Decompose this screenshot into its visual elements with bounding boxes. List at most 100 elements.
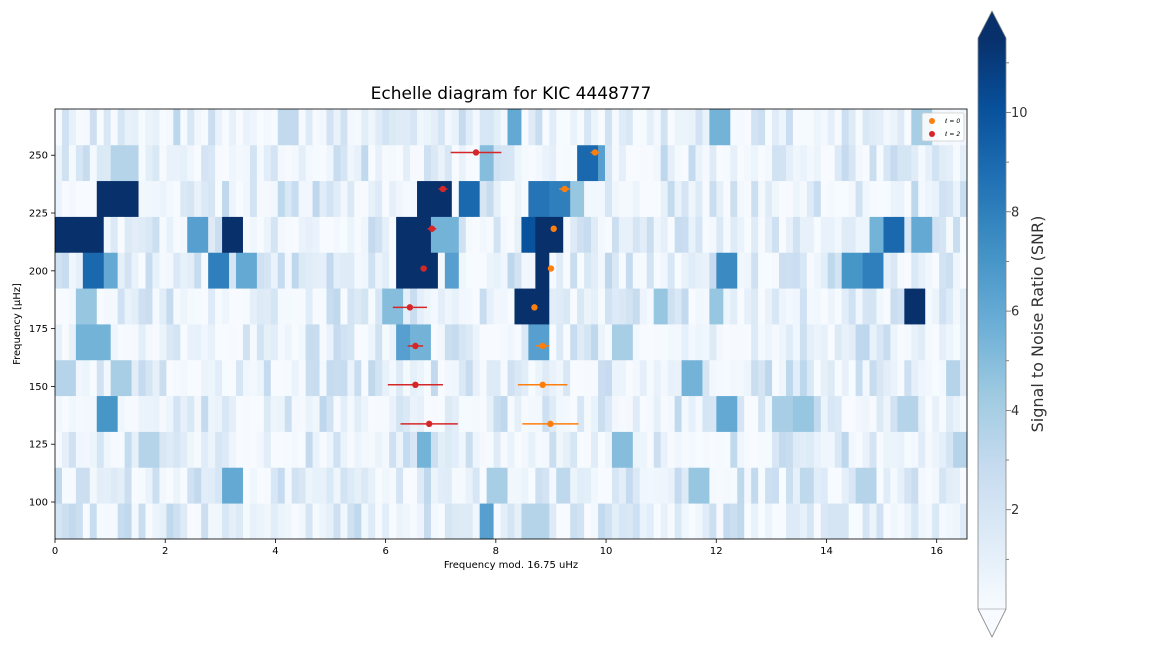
heatmap-cell xyxy=(514,288,522,325)
heatmap-cell xyxy=(632,288,641,325)
heatmap-cell xyxy=(925,395,933,432)
x-tick-label: 10 xyxy=(600,546,613,557)
heatmap-cell xyxy=(563,216,571,253)
heatmap-cell xyxy=(340,109,348,146)
heatmap-cell xyxy=(117,109,126,146)
heatmap-cell xyxy=(507,503,515,540)
heatmap-cell xyxy=(528,324,536,361)
heatmap-cell xyxy=(187,180,195,217)
heatmap-cell xyxy=(932,288,940,325)
heatmap-cell xyxy=(549,109,557,146)
heatmap-cell xyxy=(918,180,926,217)
heatmap-cell xyxy=(493,144,501,182)
heatmap-cell xyxy=(570,144,578,182)
heatmap-cell xyxy=(82,467,91,504)
heatmap-cell xyxy=(848,180,857,217)
heatmap-cell xyxy=(535,109,543,146)
heatmap-cell xyxy=(430,467,439,504)
heatmap-cell xyxy=(953,180,961,217)
heatmap-cell xyxy=(256,324,265,361)
heatmap-cell xyxy=(208,144,216,182)
heatmap-cell xyxy=(236,144,244,182)
heatmap-cell xyxy=(215,109,223,146)
heatmap-cell xyxy=(667,324,675,361)
heatmap-cell xyxy=(897,467,905,504)
heatmap-cell xyxy=(389,288,397,325)
heatmap-cell xyxy=(333,109,341,146)
heatmap-cell xyxy=(625,216,634,253)
heatmap-cell xyxy=(549,216,557,253)
mode-point-l0 xyxy=(561,185,568,193)
heatmap-cell xyxy=(688,144,696,182)
heatmap-cell xyxy=(758,109,766,146)
x-tick-label: 2 xyxy=(162,546,168,557)
heatmap-cell xyxy=(229,324,237,361)
heatmap-cell xyxy=(361,503,369,540)
heatmap-cell xyxy=(208,252,216,289)
heatmap-cell xyxy=(911,359,919,397)
heatmap-cell xyxy=(124,109,132,146)
heatmap-cell xyxy=(166,431,174,468)
heatmap-cell xyxy=(305,431,313,468)
heatmap-cell xyxy=(187,288,195,325)
heatmap-cell xyxy=(208,288,216,325)
heatmap-cell xyxy=(110,144,119,182)
heatmap-cell xyxy=(465,216,474,253)
heatmap-cell xyxy=(792,395,801,432)
heatmap-cell xyxy=(222,431,230,468)
heatmap-cell xyxy=(820,467,829,504)
heatmap-cell xyxy=(396,109,404,146)
heatmap-cell xyxy=(730,324,738,361)
heatmap-cell xyxy=(103,324,112,361)
heatmap-cell xyxy=(960,503,968,540)
heatmap-cell xyxy=(611,252,620,289)
y-tick-label: 175 xyxy=(29,324,48,335)
heatmap-cell xyxy=(298,431,307,468)
heatmap-cell xyxy=(939,144,947,182)
heatmap-cell xyxy=(653,395,662,432)
heatmap-cell xyxy=(159,109,167,146)
heatmap-cell xyxy=(89,324,98,361)
heatmap-cell xyxy=(667,216,675,253)
heatmap-cell xyxy=(792,359,801,397)
heatmap-cell xyxy=(918,467,926,504)
heatmap-cell xyxy=(96,431,105,468)
mode-point-l2 xyxy=(439,185,447,193)
heatmap-cell xyxy=(911,109,919,146)
heatmap-cell xyxy=(117,144,126,182)
heatmap-cell xyxy=(646,288,655,325)
heatmap-cell xyxy=(430,252,439,289)
heatmap-cell xyxy=(312,395,320,432)
heatmap-cell xyxy=(229,109,237,146)
heatmap-cell xyxy=(159,288,167,325)
heatmap-cell xyxy=(152,395,160,432)
heatmap-cell xyxy=(528,431,536,468)
heatmap-cell xyxy=(674,216,682,253)
heatmap-cell xyxy=(138,395,146,432)
heatmap-cell xyxy=(674,288,682,325)
heatmap-cell xyxy=(451,467,460,504)
heatmap-cell xyxy=(340,467,348,504)
heatmap-cell xyxy=(242,359,251,397)
heatmap-cell xyxy=(270,180,279,217)
heatmap-cell xyxy=(75,431,84,468)
heatmap-cell xyxy=(514,180,522,217)
heatmap-cell xyxy=(799,467,808,504)
heatmap-cell xyxy=(709,216,717,253)
heatmap-cell xyxy=(236,109,244,146)
heatmap-cell xyxy=(514,467,522,504)
heatmap-cell xyxy=(820,109,829,146)
heatmap-cell xyxy=(389,324,397,361)
heatmap-cell xyxy=(939,431,947,468)
x-tick-label: 8 xyxy=(493,546,499,557)
heatmap-cell xyxy=(855,180,863,217)
heatmap-cell xyxy=(389,431,397,468)
heatmap-cell xyxy=(702,503,710,540)
heatmap-cell xyxy=(249,395,258,432)
heatmap-cell xyxy=(222,180,230,217)
heatmap-cell xyxy=(765,109,773,146)
heatmap-cell xyxy=(75,467,84,504)
heatmap-cell xyxy=(862,252,870,289)
heatmap-cell xyxy=(646,431,655,468)
heatmap-cell xyxy=(242,109,251,146)
